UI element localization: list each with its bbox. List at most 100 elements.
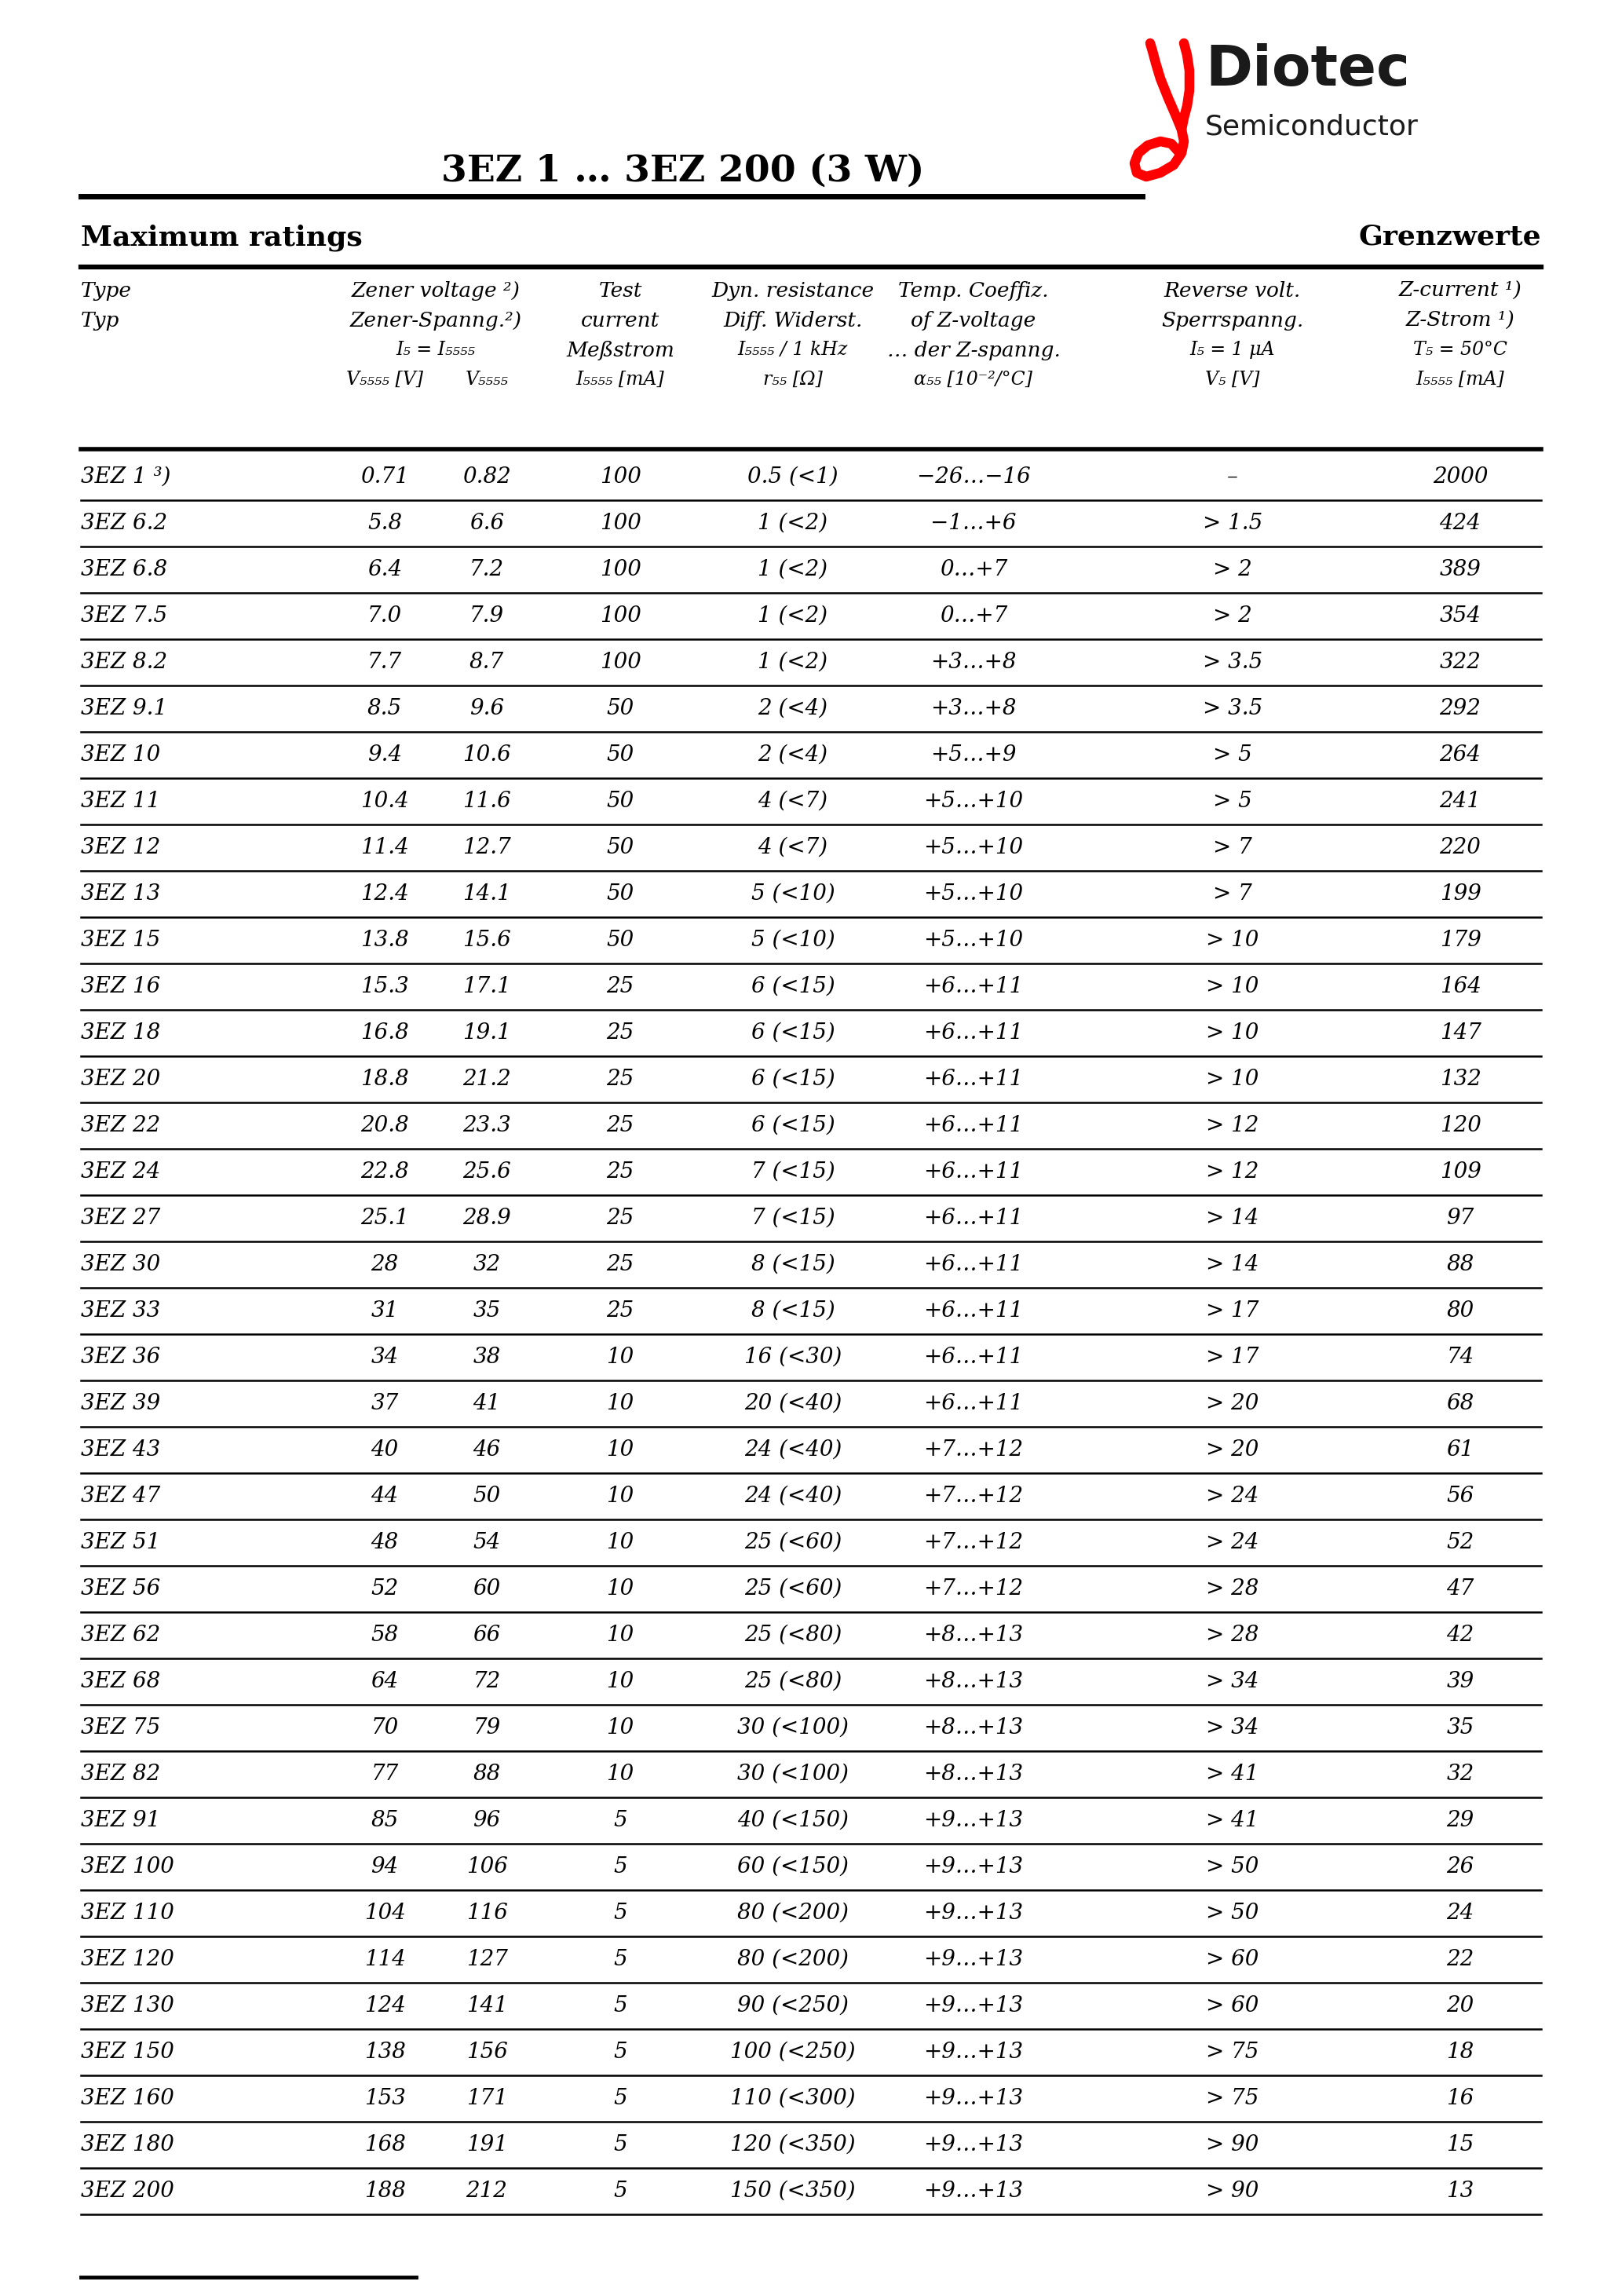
Text: 10.6: 10.6 (462, 744, 511, 765)
Text: 3EZ 62: 3EZ 62 (81, 1626, 161, 1646)
Text: 50: 50 (607, 790, 634, 813)
Text: 15.6: 15.6 (462, 930, 511, 951)
Text: 13: 13 (1447, 2181, 1474, 2202)
Text: −26…−16: −26…−16 (916, 466, 1030, 487)
Text: 25 (<80): 25 (<80) (744, 1626, 842, 1646)
Text: 3EZ 7.5: 3EZ 7.5 (81, 606, 167, 627)
Text: 25: 25 (607, 976, 634, 996)
Text: +6…+11: +6…+11 (923, 976, 1023, 996)
Text: +3…+8: +3…+8 (931, 652, 1017, 673)
Text: > 90: > 90 (1207, 2135, 1259, 2156)
Text: 153: 153 (363, 2087, 406, 2110)
Text: 138: 138 (363, 2041, 406, 2062)
Text: +5…+10: +5…+10 (923, 884, 1023, 905)
Text: > 60: > 60 (1207, 1949, 1259, 1970)
Text: 10: 10 (607, 1671, 634, 1692)
Text: 0…+7: 0…+7 (939, 606, 1007, 627)
Text: 0.71: 0.71 (360, 466, 409, 487)
Text: > 20: > 20 (1207, 1440, 1259, 1460)
Text: 24 (<40): 24 (<40) (744, 1440, 842, 1460)
Text: 7 (<15): 7 (<15) (751, 1208, 835, 1228)
Text: 141: 141 (466, 1995, 508, 2016)
Text: 50: 50 (607, 884, 634, 905)
Text: 3EZ 30: 3EZ 30 (81, 1254, 161, 1274)
Text: 3EZ 24: 3EZ 24 (81, 1162, 161, 1182)
Text: 25 (<80): 25 (<80) (744, 1671, 842, 1692)
Text: 10: 10 (607, 1531, 634, 1552)
Text: > 7: > 7 (1213, 838, 1252, 859)
Text: Z-Strom ¹): Z-Strom ¹) (1406, 310, 1515, 331)
Text: 3EZ 18: 3EZ 18 (81, 1022, 161, 1045)
Text: > 14: > 14 (1207, 1208, 1259, 1228)
Text: 171: 171 (466, 2087, 508, 2110)
Text: of Z-voltage: of Z-voltage (912, 310, 1036, 331)
Text: 77: 77 (371, 1763, 399, 1784)
Text: 80: 80 (1447, 1300, 1474, 1322)
Text: +9…+13: +9…+13 (923, 1949, 1023, 1970)
Text: Diff. Widerst.: Diff. Widerst. (723, 310, 863, 331)
Text: Maximum ratings: Maximum ratings (81, 223, 362, 250)
Text: 100: 100 (600, 512, 641, 535)
Text: 94: 94 (371, 1855, 399, 1878)
Text: 322: 322 (1439, 652, 1481, 673)
Text: 3EZ 130: 3EZ 130 (81, 1995, 174, 2016)
Text: 9.6: 9.6 (469, 698, 504, 719)
Text: 120 (<350): 120 (<350) (730, 2135, 855, 2156)
Text: 61: 61 (1447, 1440, 1474, 1460)
Text: 60: 60 (474, 1577, 501, 1600)
Text: 25.6: 25.6 (462, 1162, 511, 1182)
Text: I₅ = 1 μA: I₅ = 1 μA (1191, 340, 1275, 358)
Text: 7.2: 7.2 (469, 560, 504, 581)
Text: 3EZ 150: 3EZ 150 (81, 2041, 174, 2062)
Text: 3EZ 10: 3EZ 10 (81, 744, 161, 765)
Text: 3EZ 20: 3EZ 20 (81, 1068, 161, 1091)
Text: > 24: > 24 (1207, 1486, 1259, 1506)
Text: > 17: > 17 (1207, 1300, 1259, 1322)
Text: +6…+11: +6…+11 (923, 1300, 1023, 1322)
Text: 20 (<40): 20 (<40) (744, 1394, 842, 1414)
Text: 34: 34 (371, 1348, 399, 1368)
Text: 11.4: 11.4 (360, 838, 409, 859)
Text: 60 (<150): 60 (<150) (738, 1855, 848, 1878)
Text: 42: 42 (1447, 1626, 1474, 1646)
Text: 389: 389 (1439, 560, 1481, 581)
Text: 31: 31 (371, 1300, 399, 1322)
Text: 10: 10 (607, 1577, 634, 1600)
Text: 40 (<150): 40 (<150) (738, 1809, 848, 1832)
Text: > 60: > 60 (1207, 1995, 1259, 2016)
Text: 18.8: 18.8 (360, 1068, 409, 1091)
Text: 16: 16 (1447, 2087, 1474, 2110)
Text: 52: 52 (371, 1577, 399, 1600)
Text: 5 (<10): 5 (<10) (751, 930, 835, 951)
Text: +8…+13: +8…+13 (923, 1671, 1023, 1692)
Text: 354: 354 (1439, 606, 1481, 627)
Text: 20: 20 (1447, 1995, 1474, 2016)
Text: 6.6: 6.6 (469, 512, 504, 535)
Text: 40: 40 (371, 1440, 399, 1460)
Text: Meßstrom: Meßstrom (566, 340, 675, 360)
Text: 30 (<100): 30 (<100) (738, 1717, 848, 1738)
Text: 50: 50 (607, 930, 634, 951)
Text: 220: 220 (1439, 838, 1481, 859)
Text: 212: 212 (466, 2181, 508, 2202)
Text: –: – (1228, 466, 1238, 487)
Text: 3EZ 160: 3EZ 160 (81, 2087, 174, 2110)
Text: 14.1: 14.1 (462, 884, 511, 905)
Text: 28.9: 28.9 (462, 1208, 511, 1228)
Text: 1 (<2): 1 (<2) (757, 606, 827, 627)
Text: 15.3: 15.3 (360, 976, 409, 996)
Text: 7.0: 7.0 (367, 606, 402, 627)
Text: 3EZ 180: 3EZ 180 (81, 2135, 174, 2156)
Text: 199: 199 (1439, 884, 1481, 905)
Text: Test: Test (599, 280, 642, 301)
Text: 6 (<15): 6 (<15) (751, 1116, 835, 1137)
Text: 19.1: 19.1 (462, 1022, 511, 1045)
Text: 58: 58 (371, 1626, 399, 1646)
Text: 25: 25 (607, 1162, 634, 1182)
Text: 188: 188 (363, 2181, 406, 2202)
Text: > 41: > 41 (1207, 1809, 1259, 1832)
Text: 120: 120 (1439, 1116, 1481, 1137)
Text: +9…+13: +9…+13 (923, 2135, 1023, 2156)
Text: 74: 74 (1447, 1348, 1474, 1368)
Text: +9…+13: +9…+13 (923, 1809, 1023, 1832)
